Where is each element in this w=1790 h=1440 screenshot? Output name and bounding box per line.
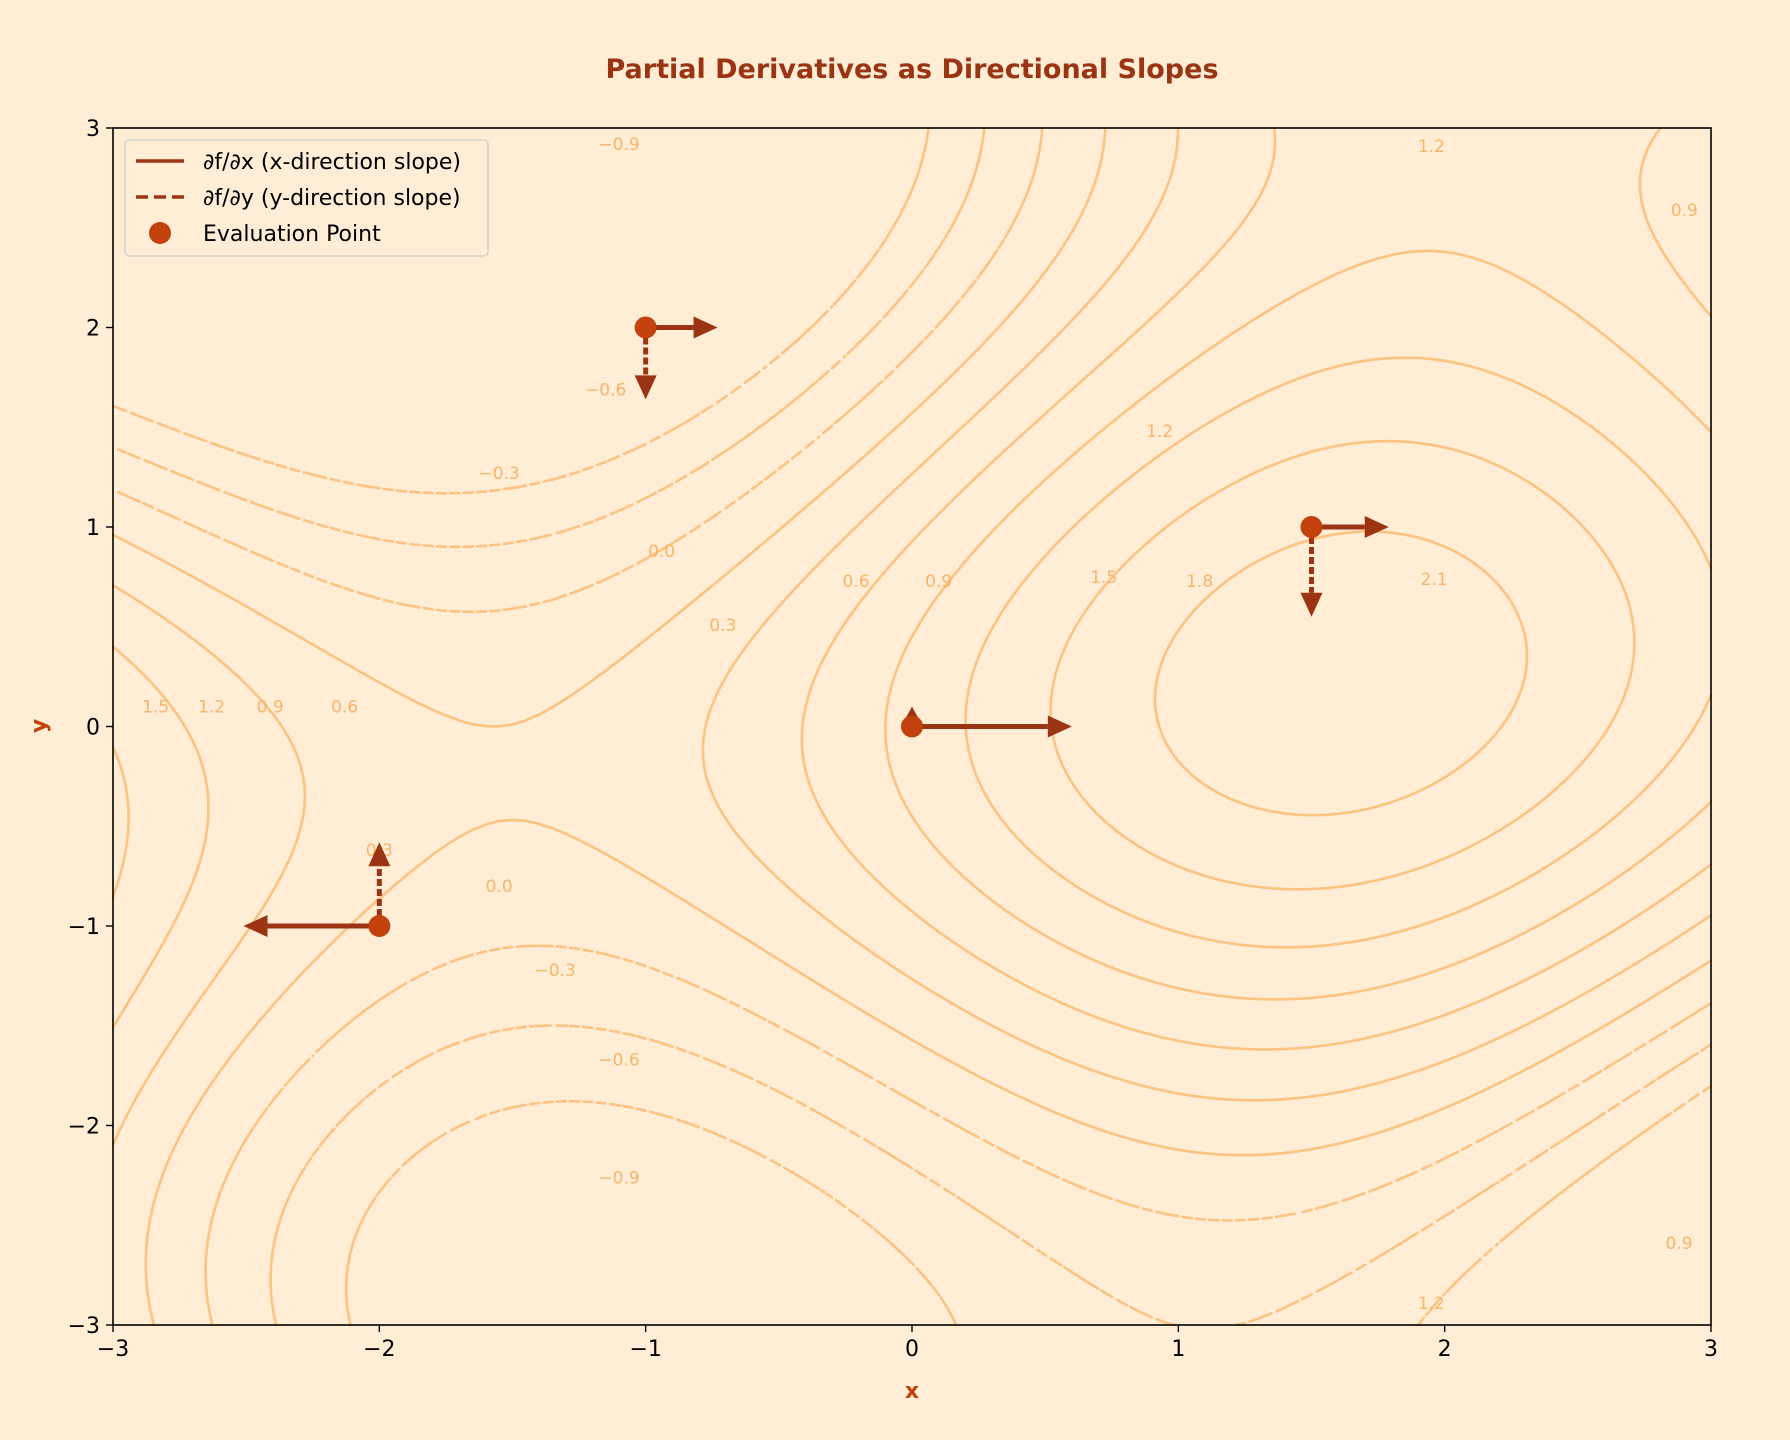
legend-label-point: Evaluation Point [203, 222, 381, 247]
y-tick-label: −2 [68, 1115, 100, 1140]
contour-label: 1.5 [142, 698, 169, 718]
contour-label: 0.9 [925, 572, 952, 592]
evaluation-point [634, 316, 657, 339]
y-tick-label: 1 [86, 516, 100, 541]
legend-label-dfdx: ∂f/∂x (x-direction slope) [203, 150, 461, 175]
dfdx-arrow-head [1047, 715, 1072, 738]
dfdx-arrow-head [243, 915, 268, 937]
evaluation-point [368, 915, 391, 937]
contour-line-neg0.6 [111, 126, 1713, 1327]
contour-line-1.2 [964, 356, 1713, 949]
contour-line-1.5 [1049, 439, 1636, 891]
contour-labels: −0.9 −0.6 −0.3 0.0 0.3 0.6 0.9 1.2 1.5 1.8 2.1 1.5 1… [142, 135, 1698, 1314]
contour-label: 2.1 [1420, 570, 1447, 590]
contour-label: 0.0 [648, 542, 675, 562]
contour-line-0 [111, 126, 1713, 1327]
contour-label: −0.6 [585, 380, 626, 400]
y-tick-label: 3 [86, 117, 100, 142]
contour-label: −0.3 [534, 961, 575, 981]
y-tick-label: −3 [68, 1314, 100, 1339]
contour-label: −0.9 [598, 135, 639, 155]
legend-box [124, 139, 489, 257]
contour-label: 0.9 [257, 698, 284, 718]
contour-label: 0.6 [843, 572, 870, 592]
x-tick-label: −3 [97, 1337, 129, 1362]
dfdy-arrow-head [1300, 592, 1323, 617]
contour-label: 1.2 [1418, 137, 1445, 157]
contour-label: 1.2 [1146, 422, 1173, 442]
contour-label: 1.2 [1418, 1294, 1445, 1314]
contour-lines [111, 126, 1713, 1327]
dfdy-arrow-head [368, 842, 391, 867]
y-tick-label: 2 [86, 317, 100, 342]
derivative-vectors [243, 316, 1389, 937]
legend: ∂f/∂x (x-direction slope) ∂f/∂y (y-direc… [124, 139, 489, 257]
dfdy-arrow-head [906, 706, 918, 718]
contour-label: 0.9 [1666, 1234, 1693, 1254]
contour-label: 1.8 [1186, 572, 1213, 592]
y-tick-label: 0 [86, 716, 100, 741]
x-tick-label: 1 [1171, 1337, 1185, 1362]
contour-label: 0.6 [331, 698, 358, 718]
contour-line-0.3 [111, 126, 1713, 1147]
x-tick-label: 3 [1704, 1337, 1718, 1362]
dfdx-arrow-head [693, 316, 718, 339]
contour-line-neg0.9 [111, 126, 1713, 1327]
contour-label: 1.2 [198, 698, 225, 718]
chart-title: Partial Derivatives as Directional Slope… [605, 54, 1218, 85]
contour-label: −0.6 [598, 1051, 639, 1071]
legend-point-marker [149, 222, 171, 244]
x-tick-label: −2 [363, 1337, 395, 1362]
contour-line-neg0.3 [111, 126, 1713, 1327]
contour-label: 0.9 [1671, 201, 1698, 221]
y-tick-label: −1 [68, 915, 100, 940]
contour-line-1.8 [1153, 530, 1529, 817]
x-axis-label: x [905, 1379, 919, 1404]
x-tick-label: −1 [629, 1337, 661, 1362]
dfdx-arrow-head [1364, 516, 1389, 538]
contour-label: 1.5 [1090, 568, 1117, 588]
contour-label: −0.3 [479, 464, 520, 484]
contour-label: 0.0 [486, 877, 513, 897]
evaluation-point [1300, 516, 1323, 538]
y-axis-label: y [27, 719, 52, 733]
dfdy-arrow-head [634, 375, 657, 400]
axes: −3 −2 −1 0 1 2 3 −3 −2 −1 0 1 2 3 [68, 117, 1718, 1362]
evaluation-point [901, 715, 923, 738]
x-tick-label: 2 [1438, 1337, 1452, 1362]
legend-label-dfdy: ∂f/∂y (y-direction slope) [203, 186, 461, 211]
contour-label: −0.9 [598, 1168, 639, 1188]
contour-label: 0.3 [709, 616, 736, 636]
x-tick-label: 0 [905, 1337, 919, 1362]
